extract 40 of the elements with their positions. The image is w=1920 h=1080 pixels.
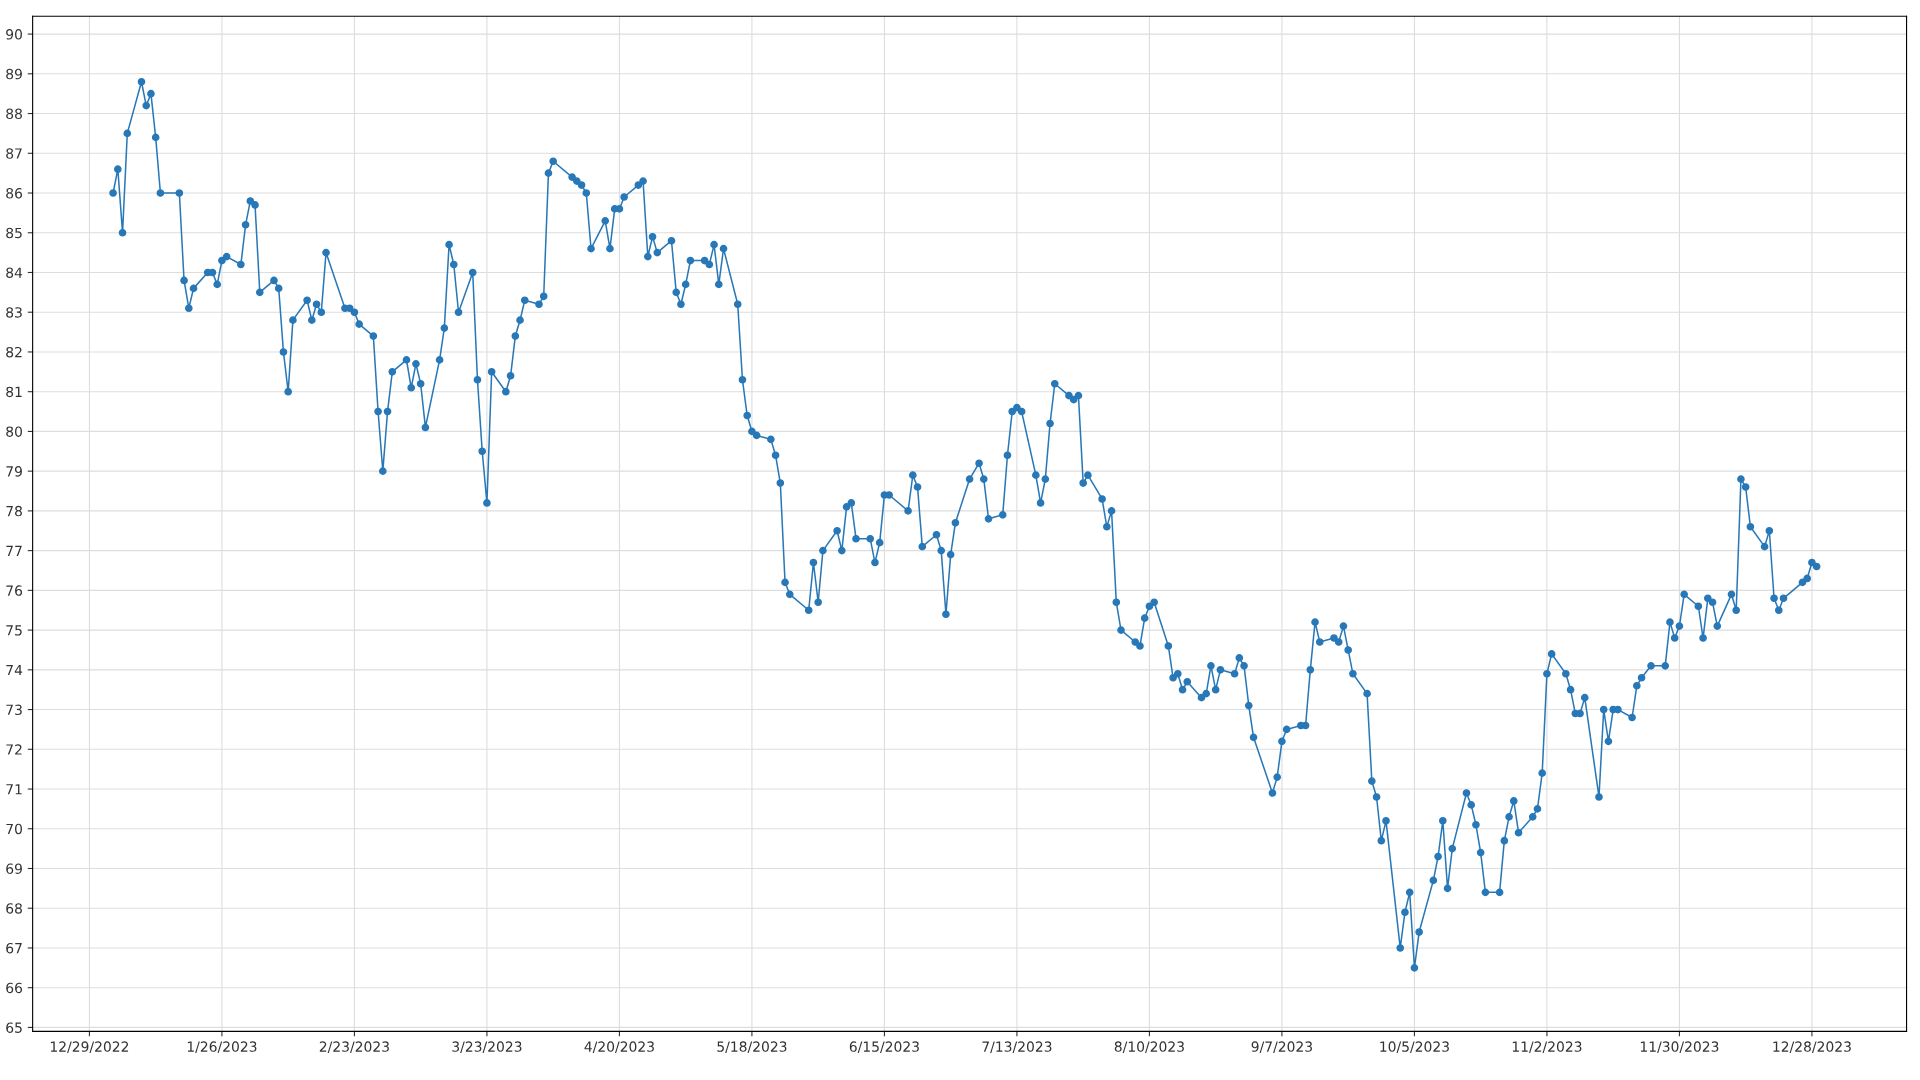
y-tick-label: 67 xyxy=(6,942,22,954)
y-tick-label: 88 xyxy=(6,108,22,120)
y-tick-label: 81 xyxy=(6,386,22,398)
y-tick-label: 83 xyxy=(6,307,22,318)
y-tick-label: 78 xyxy=(6,505,22,517)
y-tick-label: 74 xyxy=(6,664,23,676)
y-tick-label: 70 xyxy=(6,823,22,835)
x-tick-label: 6/15/2023 xyxy=(849,1041,919,1053)
x-tick-label: 7/13/2023 xyxy=(982,1041,1052,1053)
x-tick-label: 9/7/2023 xyxy=(1251,1041,1312,1053)
x-tick-label: 1/26/2023 xyxy=(187,1041,257,1053)
y-tick-label: 68 xyxy=(6,903,22,914)
x-tick-label: 4/20/2023 xyxy=(584,1041,654,1053)
y-tick-label: 73 xyxy=(6,704,22,716)
x-tick-label: 2/23/2023 xyxy=(319,1041,389,1053)
y-tick-label: 82 xyxy=(6,346,22,358)
y-tick-label: 75 xyxy=(6,625,22,636)
y-tick-label: 66 xyxy=(6,982,23,994)
y-tick-label: 79 xyxy=(6,466,22,477)
y-tick-label: 76 xyxy=(6,585,23,596)
y-tick-label: 72 xyxy=(6,744,22,755)
x-tick-label: 8/10/2023 xyxy=(1114,1041,1184,1053)
x-tick-label: 11/30/2023 xyxy=(1640,1041,1719,1053)
y-tick-label: 77 xyxy=(6,545,22,556)
y-tick-label: 89 xyxy=(6,68,22,80)
x-tick-label: 3/23/2023 xyxy=(452,1041,522,1053)
x-tick-label: 12/29/2022 xyxy=(50,1041,129,1053)
x-tick-label: 11/2/2023 xyxy=(1512,1041,1582,1053)
x-tick-label: 12/28/2023 xyxy=(1773,1041,1851,1053)
x-tick-label: 5/18/2023 xyxy=(717,1041,787,1053)
y-tick-label: 84 xyxy=(6,267,23,278)
y-tick-label: 85 xyxy=(6,227,22,239)
y-tick-label: 87 xyxy=(6,148,22,159)
y-tick-label: 71 xyxy=(6,784,22,795)
y-tick-label: 80 xyxy=(6,426,22,437)
y-tick-label: 65 xyxy=(6,1022,22,1033)
y-tick-label: 90 xyxy=(6,29,22,40)
y-tick-label: 86 xyxy=(6,187,23,199)
x-tick-label: 10/5/2023 xyxy=(1380,1041,1449,1053)
y-tick-label: 69 xyxy=(6,863,22,874)
